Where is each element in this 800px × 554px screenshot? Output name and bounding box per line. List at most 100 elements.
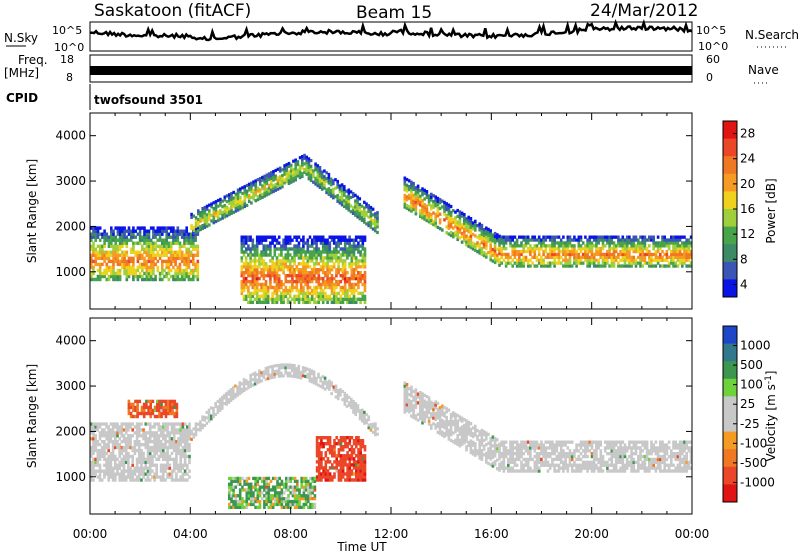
heatmap-cell <box>334 389 338 393</box>
heatmap-cell <box>292 173 295 177</box>
heatmap-cell <box>146 443 150 447</box>
heatmap-cell <box>667 244 671 248</box>
heatmap-cell <box>672 255 675 259</box>
heatmap-cell <box>251 259 255 263</box>
heatmap-cell <box>170 475 174 479</box>
heatmap-cell <box>208 214 211 219</box>
heatmap-cell <box>258 485 262 489</box>
heatmap-cell <box>135 434 139 438</box>
heatmap-cell <box>350 436 354 440</box>
heatmap-cell <box>601 252 605 257</box>
heatmap-cell <box>351 192 355 196</box>
heatmap-cell <box>328 265 332 269</box>
heatmap-cell <box>141 253 144 257</box>
heatmap-cell <box>142 405 146 410</box>
heatmap-cell <box>315 445 319 449</box>
heatmap-cell <box>500 238 503 242</box>
heatmap-cell <box>302 288 305 293</box>
heatmap-cell <box>339 463 343 467</box>
heatmap-cell <box>286 256 290 260</box>
heatmap-cell <box>610 258 614 262</box>
heatmap-cell <box>601 241 605 245</box>
heatmap-cell <box>280 250 283 254</box>
heatmap-cell <box>325 188 328 192</box>
heatmap-cell <box>661 235 664 239</box>
heatmap-cell <box>358 197 362 201</box>
heatmap-cell <box>343 193 346 197</box>
heatmap-cell <box>331 466 334 470</box>
heatmap-cell <box>282 241 285 245</box>
heatmap-cell <box>261 184 264 188</box>
heatmap-cell <box>637 241 640 245</box>
heatmap-cell <box>359 451 362 455</box>
heatmap-cell <box>610 255 614 259</box>
heatmap-cell <box>280 366 283 370</box>
heatmap-cell <box>98 472 102 476</box>
heatmap-cell <box>361 419 364 423</box>
heatmap-cell <box>245 502 249 507</box>
heatmap-cell <box>326 241 329 245</box>
heatmap-cell <box>340 197 344 201</box>
heatmap-cell <box>129 478 132 482</box>
heatmap-cell <box>337 256 340 260</box>
heatmap-cell <box>352 250 356 254</box>
heatmap-cell <box>250 195 253 199</box>
heatmap-cell <box>272 178 275 182</box>
heatmap-cell <box>208 203 211 207</box>
heatmap-cell <box>218 406 222 410</box>
heatmap-cell <box>678 235 682 239</box>
heatmap-cell <box>493 237 497 241</box>
heatmap-cell <box>319 297 323 301</box>
heatmap-cell <box>98 232 102 236</box>
heatmap-cell <box>346 288 349 293</box>
heatmap-cell <box>287 505 290 509</box>
heatmap-cell <box>447 223 451 227</box>
heatmap-cell <box>94 440 97 444</box>
heatmap-cell <box>214 205 218 209</box>
heatmap-cell <box>242 274 246 278</box>
heatmap-cell <box>258 505 262 509</box>
heatmap-cell <box>142 454 145 459</box>
heatmap-cell <box>297 262 301 266</box>
heatmap-cell <box>141 277 144 282</box>
heatmap-cell <box>350 265 354 269</box>
heatmap-cell <box>520 241 523 245</box>
heatmap-cell <box>354 276 358 281</box>
heatmap-cell <box>127 463 130 467</box>
heatmap-cell <box>467 244 470 248</box>
heatmap-cell <box>551 247 554 251</box>
heatmap-cell <box>374 433 377 437</box>
heatmap-cell <box>234 485 238 489</box>
heatmap-cell <box>264 288 268 293</box>
heatmap-cell <box>166 460 169 464</box>
heatmap-cell <box>177 451 180 456</box>
heatmap-cell <box>151 425 154 429</box>
heatmap-cell <box>493 243 497 247</box>
heatmap-cell <box>105 437 108 441</box>
heatmap-cell <box>105 268 109 273</box>
heatmap-cell <box>310 259 314 263</box>
heatmap-cell <box>407 196 411 200</box>
heatmap-cell <box>103 235 106 239</box>
heatmap-cell <box>180 253 184 257</box>
heatmap-cell <box>294 167 297 171</box>
heatmap-cell <box>544 249 548 254</box>
heatmap-cell <box>316 169 320 174</box>
heatmap-cell <box>273 244 277 248</box>
heatmap-cell <box>358 217 362 221</box>
heatmap-cell <box>105 451 108 456</box>
heatmap-cell <box>118 244 122 248</box>
heatmap-cell <box>148 457 152 461</box>
heatmap-cell <box>247 199 251 203</box>
heatmap-cell <box>529 258 532 262</box>
heatmap-cell <box>265 485 268 489</box>
heatmap-cell <box>407 187 411 192</box>
heatmap-cell <box>685 247 688 251</box>
heatmap-cell <box>262 265 266 269</box>
heatmap-cell <box>344 442 347 446</box>
heatmap-cell <box>447 226 451 230</box>
heatmap-cell <box>152 244 155 248</box>
heatmap-cell <box>354 213 357 217</box>
heatmap-cell <box>110 271 113 276</box>
heatmap-cell <box>138 274 142 279</box>
